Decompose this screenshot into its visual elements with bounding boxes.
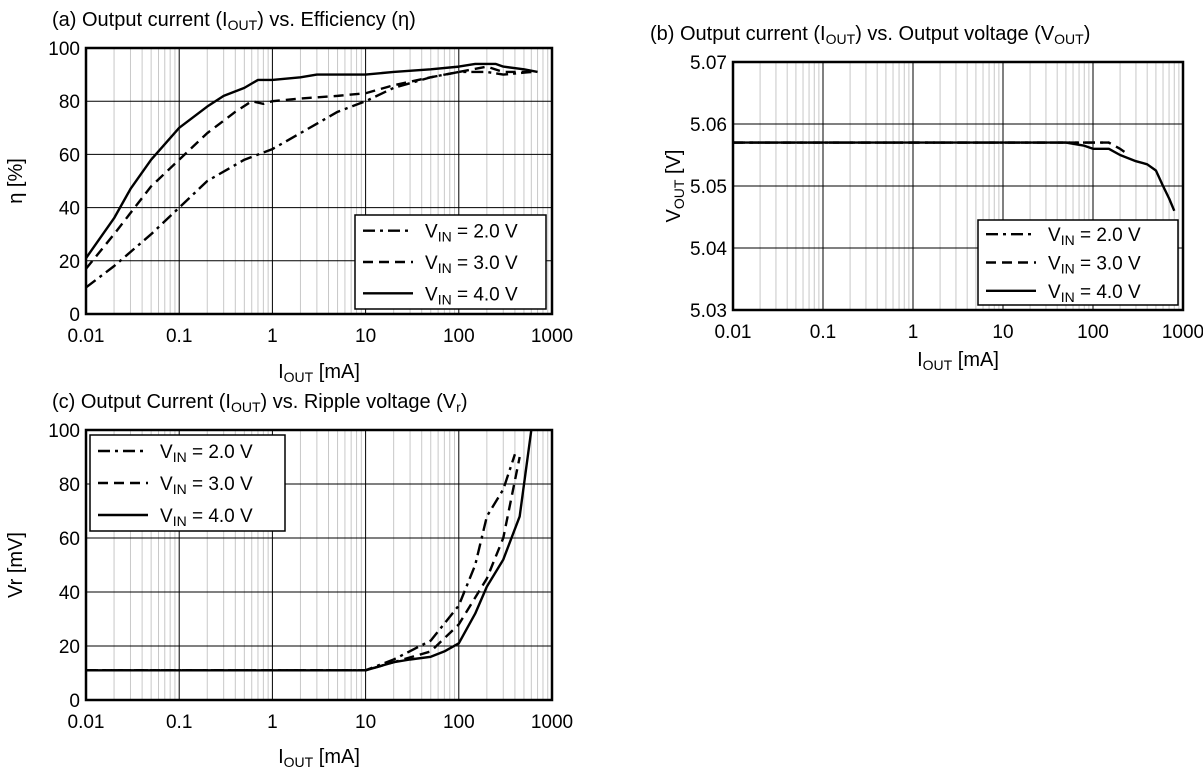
chart-a: (a) Output current (IOUT) vs. Efficiency… xyxy=(5,9,573,385)
y-tick-label: 5.07 xyxy=(690,53,727,74)
y-tick-label: 5.03 xyxy=(690,301,727,322)
x-tick-label: 0.1 xyxy=(166,712,192,733)
legend: VIN = 2.0 V VIN = 3.0 V VIN = 4.0 V xyxy=(977,219,1179,306)
x-tick-label: 0.1 xyxy=(810,322,836,343)
y-tick-label: 0 xyxy=(69,305,80,326)
legend-label-1: VIN = 2.0 V xyxy=(1048,225,1141,248)
x-axis-label: IOUT [mA] xyxy=(917,349,999,373)
series-line-2 xyxy=(733,141,1130,156)
plot-frame xyxy=(731,60,1185,312)
y-tick-label: 40 xyxy=(59,583,80,604)
x-tick-label: 10 xyxy=(992,322,1013,343)
legend-label-2: VIN = 3.0 V xyxy=(425,253,518,276)
x-tick-label: 100 xyxy=(1077,322,1109,343)
x-tick-label: 1 xyxy=(267,712,278,733)
y-tick-label: 40 xyxy=(59,199,80,220)
legend-label-1: VIN = 2.0 V xyxy=(425,222,518,245)
legend-label-2: VIN = 3.0 V xyxy=(1048,254,1141,277)
y-tick-label: 80 xyxy=(59,475,80,496)
y-tick-label: 100 xyxy=(48,421,80,442)
y-tick-label: 20 xyxy=(59,637,80,658)
series-line-3 xyxy=(86,429,533,672)
x-tick-label: 0.01 xyxy=(68,712,105,733)
y-tick-label: 80 xyxy=(59,92,80,113)
x-tick-label: 10 xyxy=(355,712,376,733)
x-tick-label: 0.01 xyxy=(68,326,105,347)
y-tick-label: 5.06 xyxy=(690,115,727,136)
series-line-2 xyxy=(85,65,532,270)
y-tick-label: 60 xyxy=(59,529,80,550)
legend: VIN = 2.0 V VIN = 3.0 V VIN = 4.0 V xyxy=(89,434,286,532)
y-tick-label: 100 xyxy=(48,39,80,60)
chart-title: (a) Output current (IOUT) vs. Efficiency… xyxy=(52,9,416,33)
chart-title: (c) Output Current (IOUT) vs. Ripple vol… xyxy=(52,391,467,415)
x-tick-label: 1000 xyxy=(1162,322,1203,343)
x-tick-label: 1 xyxy=(267,326,278,347)
y-axis-label: VOUT [V] xyxy=(663,150,687,223)
x-axis-label: IOUT [mA] xyxy=(278,361,360,385)
x-axis-label: IOUT [mA] xyxy=(278,746,360,770)
legend-label-3: VIN = 4.0 V xyxy=(160,506,253,529)
series-line-1 xyxy=(85,70,532,289)
legend-label-3: VIN = 4.0 V xyxy=(425,284,518,307)
y-tick-label: 20 xyxy=(59,252,80,273)
x-tick-label: 1 xyxy=(908,322,919,343)
y-tick-label: 5.04 xyxy=(690,239,727,260)
x-tick-label: 100 xyxy=(443,326,475,347)
chart-b: (b) Output current (IOUT) vs. Output vol… xyxy=(650,23,1203,373)
x-tick-label: 10 xyxy=(355,326,376,347)
y-axis-label: η [%] xyxy=(5,158,27,204)
legend-label-1: VIN = 2.0 V xyxy=(160,442,253,465)
x-tick-label: 1000 xyxy=(531,712,573,733)
legend-label-2: VIN = 3.0 V xyxy=(160,474,253,497)
chart-c: (c) Output Current (IOUT) vs. Ripple vol… xyxy=(5,391,573,770)
y-axis-label: Vr [mV] xyxy=(5,532,27,598)
chart-title: (b) Output current (IOUT) vs. Output vol… xyxy=(650,23,1090,47)
y-tick-label: 0 xyxy=(69,691,80,712)
x-tick-label: 0.1 xyxy=(166,326,192,347)
y-tick-label: 5.05 xyxy=(690,177,727,198)
series-line-1 xyxy=(86,453,517,672)
y-tick-label: 60 xyxy=(59,145,80,166)
series-line-3 xyxy=(85,62,538,259)
x-tick-label: 100 xyxy=(443,712,475,733)
legend-label-3: VIN = 4.0 V xyxy=(1048,282,1141,305)
x-tick-label: 1000 xyxy=(531,326,573,347)
legend: VIN = 2.0 V VIN = 3.0 V VIN = 4.0 V xyxy=(354,214,547,310)
plot-frame xyxy=(84,428,554,702)
plot-frame xyxy=(84,46,554,316)
series-line-3 xyxy=(733,141,1176,212)
x-tick-label: 0.01 xyxy=(715,322,752,343)
